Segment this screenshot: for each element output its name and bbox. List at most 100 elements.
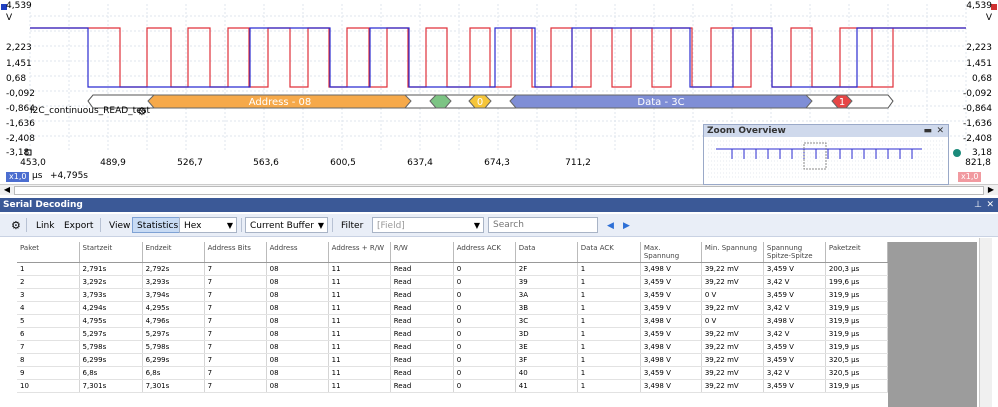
view-button[interactable]: View xyxy=(109,221,131,231)
table-cell: 7 xyxy=(17,340,80,354)
column-header[interactable]: Min. Spannung xyxy=(701,242,764,263)
table-cell: 11 xyxy=(328,314,391,328)
chevron-down-icon: ▼ xyxy=(317,221,324,230)
table-cell: 3 xyxy=(17,288,80,302)
buffer-select[interactable]: Current Buffer ▼ xyxy=(245,217,328,233)
cursor-time: +4,795s xyxy=(50,171,88,181)
left-arrow-icon[interactable]: ◀ xyxy=(607,221,614,231)
table-row[interactable]: 8 6,299s 6,299s 7 08 11 Read 0 3F 1 3,498 V 39,22 m… xyxy=(17,353,888,367)
close-icon[interactable]: ✕ xyxy=(936,126,944,136)
export-button[interactable]: Export xyxy=(64,221,94,231)
chevron-down-icon: ▼ xyxy=(226,221,233,230)
column-header[interactable]: Paketzeit xyxy=(825,242,888,263)
filter-button[interactable]: Filter xyxy=(341,221,364,231)
zoom-overview-window[interactable]: Zoom Overview ▬ ✕ xyxy=(703,124,949,185)
table-cell: 0 V xyxy=(701,288,764,302)
x-axis-label: 563,6 xyxy=(253,158,279,168)
table-cell: 11 xyxy=(328,327,391,341)
format-select[interactable]: Hex ▼ xyxy=(179,217,237,233)
table-cell: 1 xyxy=(17,262,80,276)
table-row[interactable]: 1 2,791s 2,792s 7 08 11 Read 0 2F 1 3,498 V 39,22 m… xyxy=(17,262,888,276)
channel-b-marker xyxy=(991,4,997,10)
gear-icon[interactable]: ⚙ xyxy=(137,105,147,118)
right-arrow-icon[interactable]: ▶ xyxy=(623,221,630,231)
y-axis-label-left: -3,18 xyxy=(6,148,30,158)
table-cell: 4 xyxy=(17,301,80,315)
table-cell: 41 xyxy=(515,379,578,393)
y-axis-label-right: -0,864 xyxy=(962,104,992,114)
table-cell: 08 xyxy=(266,379,329,393)
table-cell: 39 xyxy=(515,275,578,289)
table-row[interactable]: 9 6,8s 6,8s 7 08 11 Read 0 40 1 3,459 V 39,22 mV 3,4… xyxy=(17,366,888,380)
trigger-marker xyxy=(953,149,961,157)
table-cell: 5,798s xyxy=(142,340,205,354)
table-cell: Read xyxy=(390,275,454,289)
table-row[interactable]: 2 3,292s 3,293s 7 08 11 Read 0 39 1 3,459 V 39,22 m… xyxy=(17,275,888,289)
search-input[interactable] xyxy=(488,217,598,233)
table-cell: 5,297s xyxy=(142,327,205,341)
table-cell: 1 xyxy=(577,379,641,393)
column-header[interactable]: Address + R/W xyxy=(328,242,391,263)
table-cell: 3,459 V xyxy=(763,288,826,302)
table-cell: 08 xyxy=(266,301,329,315)
table-cell: 7 xyxy=(204,327,267,341)
scroll-right-icon[interactable]: ▶ xyxy=(987,185,995,194)
x-axis-label: 637,4 xyxy=(407,158,433,168)
scroll-left-icon[interactable]: ◀ xyxy=(3,185,11,194)
table-cell: 3A xyxy=(515,288,578,302)
zoom-overview-plot[interactable] xyxy=(704,137,948,183)
column-header[interactable]: Address xyxy=(266,242,329,263)
zoom-factor-left[interactable]: x1,0 xyxy=(6,172,30,182)
column-header[interactable]: Paket xyxy=(17,242,80,263)
column-header[interactable]: R/W xyxy=(390,242,454,263)
column-header[interactable]: Endzeit xyxy=(142,242,205,263)
table-cell: 39,22 mV xyxy=(701,275,764,289)
column-header[interactable]: Address ACK xyxy=(453,242,516,263)
field-select[interactable]: [Field] ▼ xyxy=(372,217,484,233)
table-cell: 1 xyxy=(577,340,641,354)
table-cell: 11 xyxy=(328,288,391,302)
table-cell: Read xyxy=(390,288,454,302)
vertical-scrollbar[interactable] xyxy=(979,238,992,407)
table-cell: 0 xyxy=(453,366,516,380)
table-cell: 6 xyxy=(17,327,80,341)
link-button[interactable]: Link xyxy=(36,221,55,231)
column-header[interactable]: Address Bits xyxy=(204,242,267,263)
scrollbar-thumb[interactable] xyxy=(14,186,984,195)
waveform-plot[interactable]: Address - 08 0 Data - 3C 1 xyxy=(0,0,998,196)
table-cell: 1 xyxy=(577,301,641,315)
table-cell: 3,42 V xyxy=(763,301,826,315)
oscilloscope-view[interactable]: Address - 08 0 Data - 3C 1 4,539 V 2,223 1,451… xyxy=(0,0,998,196)
y-axis-label-right: -2,408 xyxy=(962,134,992,144)
table-cell: 11 xyxy=(328,366,391,380)
table-cell: 7 xyxy=(204,275,267,289)
gear-icon[interactable]: ⚙ xyxy=(11,219,21,232)
column-header[interactable]: Startzeit xyxy=(79,242,143,263)
table-cell: 319,9 µs xyxy=(825,379,888,393)
close-icon[interactable]: ✕ xyxy=(986,200,994,210)
minimize-icon[interactable]: ▬ xyxy=(923,126,932,136)
y-axis-label-right: 4,539 xyxy=(966,1,992,11)
table-cell: 40 xyxy=(515,366,578,380)
column-header[interactable]: Max. Spannung xyxy=(640,242,702,263)
table-cell: 3E xyxy=(515,340,578,354)
results-table-container[interactable]: Paket Startzeit Endzeit Address Bits Address… xyxy=(17,242,888,407)
zoom-factor-right[interactable]: x1,0 xyxy=(958,172,982,182)
table-row[interactable]: 10 7,301s 7,301s 7 08 11 Read 0 41 1 3,498 V 39,22 … xyxy=(17,379,888,393)
table-row[interactable]: 4 4,294s 4,295s 7 08 11 Read 0 3B 1 3,459 V 39,22 m… xyxy=(17,301,888,315)
table-row[interactable]: 7 5,798s 5,798s 7 08 11 Read 0 3E 1 3,498 V 39,22 m… xyxy=(17,340,888,354)
table-cell: 39,22 mV xyxy=(701,366,764,380)
pin-icon[interactable]: ⊥ xyxy=(974,200,982,210)
column-header[interactable]: Data ACK xyxy=(577,242,641,263)
horizontal-scrollbar[interactable]: ◀ ▶ xyxy=(0,184,998,195)
table-row[interactable]: 6 5,297s 5,297s 7 08 11 Read 0 3D 1 3,459 V 39,22 m… xyxy=(17,327,888,341)
zoom-overview-header[interactable]: Zoom Overview ▬ ✕ xyxy=(704,125,948,137)
decode-label: 0 xyxy=(477,97,483,108)
column-header[interactable]: Spannung Spitze-Spitze xyxy=(763,242,826,263)
table-cell: 3,459 V xyxy=(763,340,826,354)
column-header[interactable]: Data xyxy=(515,242,578,263)
results-table[interactable]: Paket Startzeit Endzeit Address Bits Address… xyxy=(17,242,888,393)
statistics-button[interactable]: Statistics xyxy=(132,217,184,233)
